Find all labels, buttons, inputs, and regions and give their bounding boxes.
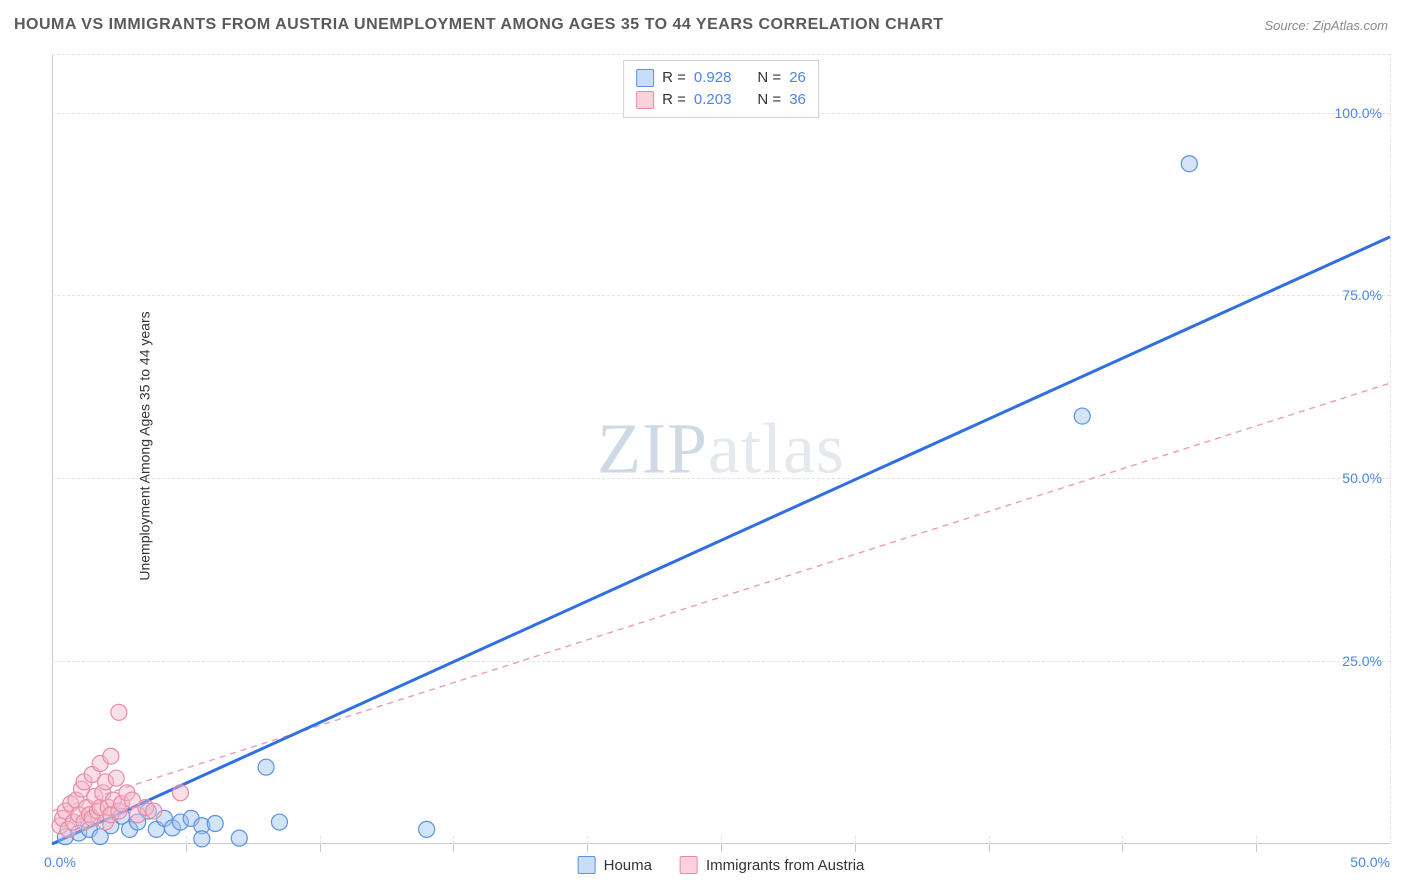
data-point <box>172 785 188 801</box>
x-minor-tick <box>320 844 321 852</box>
chart-title: HOUMA VS IMMIGRANTS FROM AUSTRIA UNEMPLO… <box>14 16 944 34</box>
data-point <box>207 816 223 832</box>
x-tick-0: 0.0% <box>44 854 76 870</box>
correlation-legend: R = 0.928 N = 26 R = 0.203 N = 36 <box>623 60 819 118</box>
data-point <box>231 830 247 846</box>
trend-line-immigrants-from-austria <box>52 383 1390 811</box>
x-minor-tick <box>587 844 588 852</box>
y-tick-label: 50.0% <box>1342 470 1382 486</box>
r-value: 0.928 <box>694 67 732 89</box>
x-tick-50: 50.0% <box>1350 854 1390 870</box>
swatch-pink-icon <box>636 91 654 109</box>
r-label: R = <box>662 67 686 89</box>
gridline-v <box>1390 54 1391 844</box>
swatch-blue-icon <box>636 69 654 87</box>
legend-label: Houma <box>604 857 652 874</box>
data-point <box>258 759 274 775</box>
data-point <box>194 831 210 847</box>
x-minor-tick <box>855 844 856 852</box>
x-minor-tick <box>453 844 454 852</box>
swatch-blue-icon <box>578 856 596 874</box>
plot-area: ZIPatlas R = 0.928 N = 26 R = 0.203 N = … <box>52 54 1390 844</box>
data-point <box>419 821 435 837</box>
data-point <box>103 748 119 764</box>
x-minor-tick <box>989 844 990 852</box>
correlation-chart: HOUMA VS IMMIGRANTS FROM AUSTRIA UNEMPLO… <box>0 0 1406 892</box>
x-minor-tick <box>186 844 187 852</box>
data-point <box>271 814 287 830</box>
y-tick-label: 100.0% <box>1335 105 1382 121</box>
n-label: N = <box>757 67 781 89</box>
x-minor-tick <box>721 844 722 852</box>
scatter-svg <box>52 54 1390 844</box>
data-point <box>1181 156 1197 172</box>
legend-item-houma: Houma <box>578 856 652 874</box>
trend-line-houma <box>52 237 1390 844</box>
n-value: 26 <box>789 67 806 89</box>
legend-row-houma: R = 0.928 N = 26 <box>636 67 806 89</box>
legend-row-austria: R = 0.203 N = 36 <box>636 89 806 111</box>
x-minor-tick <box>1122 844 1123 852</box>
n-label: N = <box>757 89 781 111</box>
data-point <box>1074 408 1090 424</box>
data-point <box>108 770 124 786</box>
data-point <box>146 803 162 819</box>
n-value: 36 <box>789 89 806 111</box>
legend-item-austria: Immigrants from Austria <box>680 856 864 874</box>
series-legend: Houma Immigrants from Austria <box>578 856 865 874</box>
swatch-pink-icon <box>680 856 698 874</box>
data-point <box>111 704 127 720</box>
y-tick-label: 75.0% <box>1342 287 1382 303</box>
y-tick-label: 25.0% <box>1342 653 1382 669</box>
legend-label: Immigrants from Austria <box>706 857 864 874</box>
r-value: 0.203 <box>694 89 732 111</box>
r-label: R = <box>662 89 686 111</box>
source-attribution: Source: ZipAtlas.com <box>1264 18 1388 33</box>
x-minor-tick <box>1256 844 1257 852</box>
